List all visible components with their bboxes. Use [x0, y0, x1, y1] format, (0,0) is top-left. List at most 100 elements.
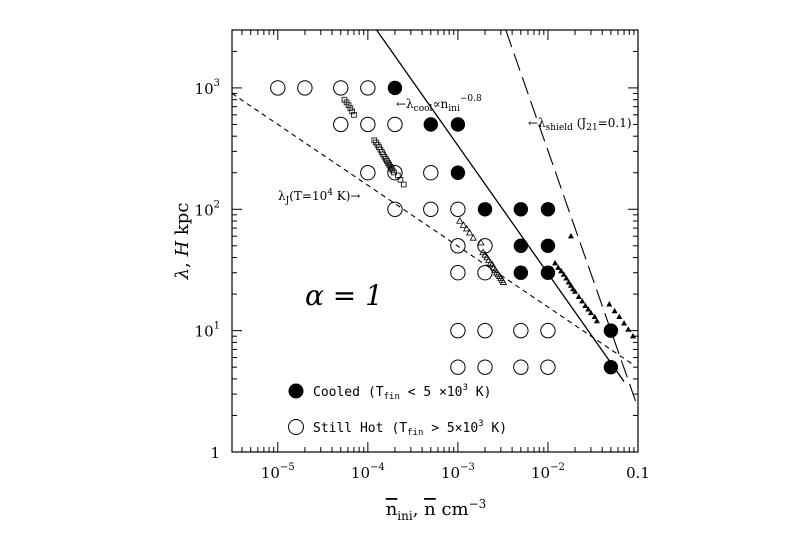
- filled-triangle-point: [625, 326, 632, 332]
- hot-point: [423, 165, 439, 181]
- hot-point: [450, 322, 466, 339]
- filled-triangle-point: [630, 332, 637, 339]
- legend-hot-marker: [288, 419, 304, 435]
- filled-triangle-point: [585, 306, 592, 312]
- open-triangle-point: [462, 224, 471, 232]
- x-tick-label: 0.1: [626, 464, 650, 482]
- annotation-lambda-jeans: λJ(T=104 K)→: [278, 188, 360, 206]
- cooled-point: [603, 323, 619, 338]
- hot-point: [387, 116, 403, 133]
- annotation-lambda-shield: ←λshield (J21=0.1): [528, 116, 632, 133]
- cooled-point: [423, 117, 438, 132]
- legend-hot-label: Still Hot (Tfin > 5×103 K): [313, 419, 507, 438]
- alpha-label: α = 1: [305, 279, 383, 312]
- cooled-point: [450, 117, 466, 132]
- hot-point: [540, 322, 556, 339]
- hot-point: [297, 80, 313, 96]
- x-tick-label: 10−5: [261, 462, 295, 482]
- line-shield: [505, 29, 639, 409]
- filled-triangle-point: [567, 232, 574, 239]
- filled-triangle-point: [621, 320, 628, 326]
- model-lines: [231, 29, 639, 409]
- hot-point: [477, 359, 493, 375]
- hot-point: [513, 322, 529, 339]
- cooled-point: [513, 202, 529, 217]
- filled-triangle-point: [616, 313, 623, 320]
- hot-point: [423, 201, 439, 217]
- y-axis-lambda: λ: [172, 268, 193, 280]
- filled-triangle-point: [593, 317, 600, 324]
- cooled-point: [477, 202, 493, 217]
- open-triangle-point: [477, 238, 485, 246]
- y-tick-label: 103: [195, 78, 220, 98]
- square-point: [400, 181, 407, 188]
- cooled-point: [513, 238, 529, 254]
- hot-point: [450, 201, 466, 217]
- plot-frame: [231, 29, 639, 453]
- open-triangle-point: [486, 259, 495, 266]
- hot-point: [450, 359, 466, 375]
- y-tick-label: 102: [195, 199, 220, 219]
- filled-triangle-point: [579, 297, 586, 304]
- cooled-point: [603, 359, 619, 375]
- filled-triangle-point: [552, 259, 559, 266]
- hot-point: [360, 80, 376, 96]
- line-jeans: [231, 93, 635, 366]
- square-point: [397, 176, 404, 183]
- hot-point: [387, 165, 403, 181]
- open-triangle-point: [465, 228, 474, 236]
- open-triangle-point: [456, 217, 464, 224]
- x-axis-label: nini, n cm−3: [386, 497, 487, 523]
- square-point: [391, 169, 397, 176]
- x-tick-labels: 10−5 10−4 10−3 10−2 0.1: [261, 462, 650, 482]
- filled-triangle-point: [591, 313, 598, 320]
- axis-ticks: [232, 29, 639, 453]
- hot-point: [450, 238, 466, 254]
- cooled-point: [540, 202, 556, 217]
- x-tick-label: 10−3: [441, 462, 475, 482]
- y-axis-H: H: [172, 241, 193, 258]
- square-point: [345, 102, 352, 109]
- hot-point: [270, 80, 286, 96]
- y-tick-label: 1: [210, 444, 220, 462]
- hot-point: [333, 116, 349, 133]
- hot-point: [333, 80, 349, 96]
- filled-triangle-point: [567, 282, 574, 288]
- cooled-point: [540, 265, 556, 280]
- square-point: [347, 105, 354, 112]
- hot-point: [387, 201, 403, 217]
- filled-triangle-point: [606, 301, 613, 307]
- filled-triangle-point: [575, 293, 582, 300]
- square-point: [343, 99, 350, 106]
- cooled-point: [513, 265, 529, 280]
- cooled-point: [387, 80, 403, 96]
- y-tick-labels: 1 101 102 103: [195, 78, 220, 462]
- hot-point: [540, 359, 556, 375]
- line-cool: [376, 29, 625, 383]
- legend-cooled-marker: [288, 383, 304, 399]
- hot-point: [477, 265, 493, 281]
- filled-triangle-point: [555, 264, 562, 270]
- x-tick-label: 10−4: [351, 462, 385, 482]
- filled-triangle-point: [558, 267, 565, 274]
- legend-cooled-label: Cooled (Tfin < 5 ×103 K): [313, 383, 491, 402]
- filled-triangle-point: [587, 309, 594, 316]
- open-triangle-point: [469, 233, 477, 241]
- cooled-point: [450, 165, 466, 180]
- filled-triangle-point: [582, 302, 589, 309]
- data-markers: [270, 80, 637, 375]
- hot-point: [360, 165, 376, 181]
- y-tick-label: 101: [195, 321, 220, 341]
- filled-triangle-point: [572, 288, 579, 294]
- hot-point: [513, 359, 529, 375]
- open-triangle-point: [459, 221, 468, 228]
- filled-triangle-point: [611, 307, 618, 314]
- annotation-lambda-cool: ←λcool∝nini−0.8: [396, 94, 482, 114]
- legend: Cooled (Tfin < 5 ×103 K) Still Hot (Tfin >…: [288, 383, 507, 438]
- filled-triangle-point: [563, 275, 570, 281]
- y-axis-label: λ, H kpc: [172, 203, 193, 281]
- cooled-point: [540, 238, 556, 254]
- x-tick-label: 10−2: [531, 462, 565, 482]
- square-point: [349, 108, 355, 115]
